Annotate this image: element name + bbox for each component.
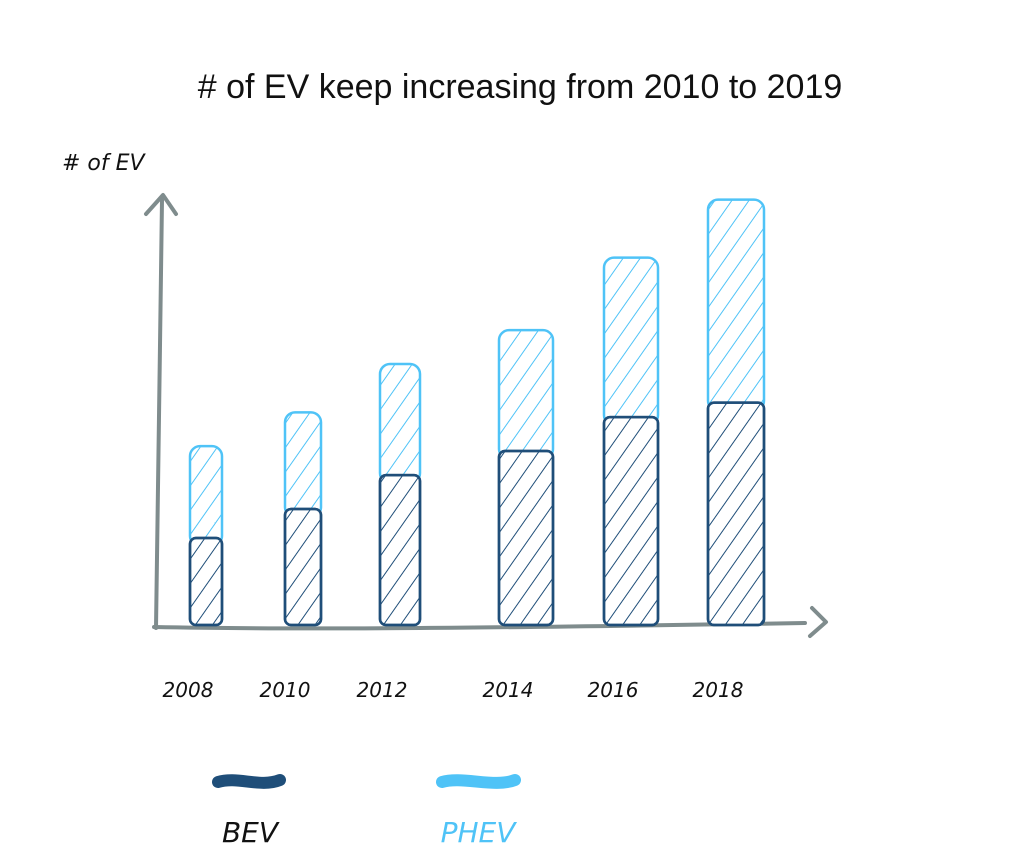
- x-tick-label-2014: 2014: [483, 678, 534, 702]
- bar-phev-2012: [378, 362, 422, 485]
- bar-bev-2008: [188, 536, 224, 627]
- bar-phev-2016: [602, 256, 660, 427]
- x-tick-label-2016: 2016: [588, 678, 639, 702]
- x-tick-label-2018: 2018: [693, 678, 744, 702]
- chart-title: # of EV keep increasing from 2010 to 201…: [198, 68, 843, 106]
- x-axis-arrow: [808, 606, 828, 638]
- y-axis-label: # of EV: [62, 151, 147, 176]
- bar-phev-2014: [497, 328, 555, 461]
- bars-group: [188, 198, 766, 627]
- x-axis-line: [152, 621, 807, 631]
- legend-swatch-bev: [212, 774, 286, 789]
- axes: [144, 193, 828, 638]
- bar-bev-2014: [497, 449, 555, 627]
- legend: BEV PHEV: [212, 774, 521, 849]
- x-tick-labels: 2008 2010 2012 2014 2016 2018: [163, 678, 744, 702]
- bar-phev-2018: [706, 198, 766, 412]
- bar-bev-2016: [602, 415, 660, 627]
- x-tick-label-2012: 2012: [357, 678, 408, 702]
- bar-phev-2010: [283, 411, 323, 519]
- x-tick-label-2008: 2008: [163, 678, 214, 702]
- legend-label-bev: BEV: [222, 816, 280, 849]
- x-tick-label-2010: 2010: [260, 678, 311, 702]
- legend-swatch-phev: [436, 774, 521, 789]
- bar-bev-2012: [378, 473, 422, 627]
- legend-label-phev: PHEV: [441, 816, 518, 849]
- y-axis-arrow: [144, 193, 178, 216]
- bar-bev-2010: [283, 507, 323, 627]
- y-axis-line: [154, 198, 164, 630]
- bar-bev-2018: [706, 401, 766, 627]
- bar-phev-2008: [188, 444, 224, 548]
